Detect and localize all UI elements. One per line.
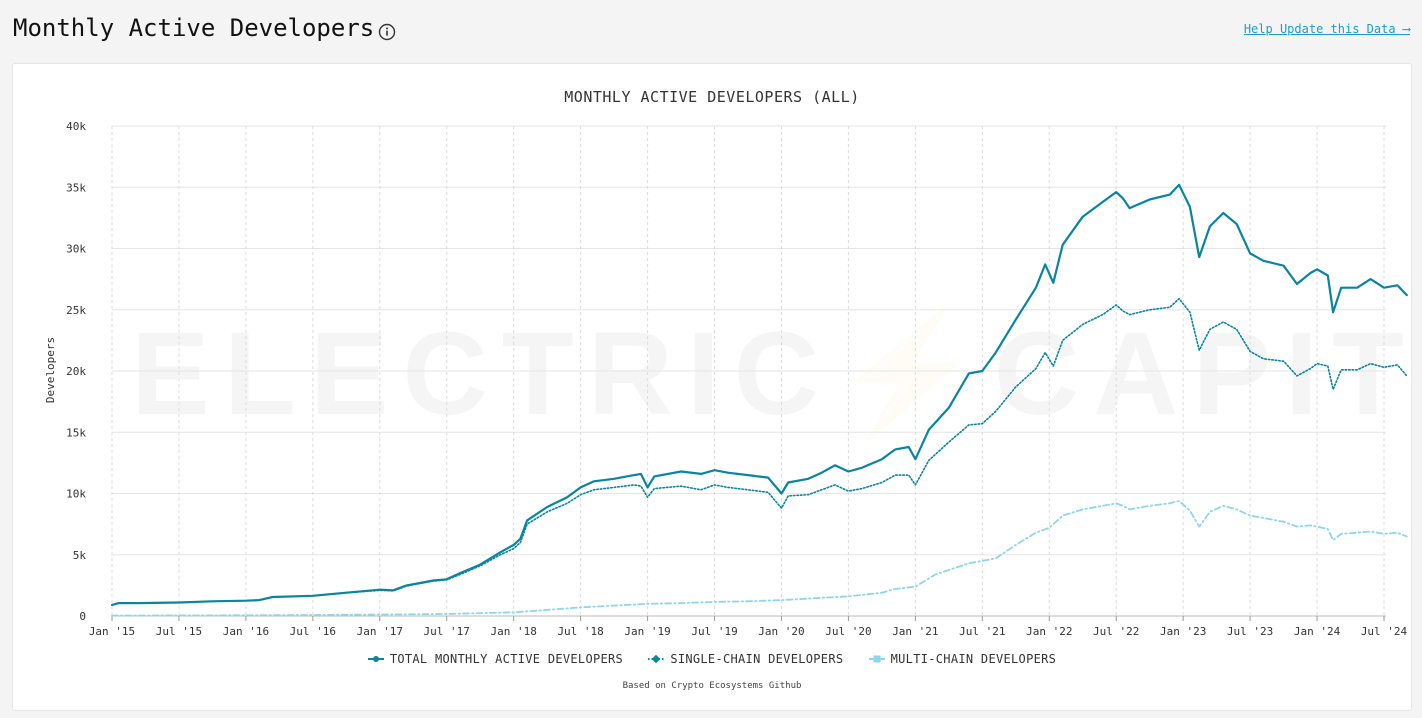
x-tick-label: Jul '21 [959,625,1005,638]
legend-item-total[interactable]: TOTAL MONTHLY ACTIVE DEVELOPERS [367,652,624,666]
chart-gridlines [111,125,1386,617]
watermark-logo: ELECTRIC⚡CAPITAL [131,307,1411,444]
y-tick-label: 10k [66,488,86,501]
legend-marker-multi [868,655,885,663]
x-tick-label: Jul '19 [691,625,737,638]
x-tick-label: Jan '16 [223,625,269,638]
legend-item-single[interactable]: SINGLE-CHAIN DEVELOPERS [648,652,843,666]
x-tick-label: Jan '18 [491,625,537,638]
x-tick-label: Jul '18 [557,625,603,638]
info-icon[interactable] [378,23,396,41]
x-tick-label: Jan '21 [892,625,938,638]
chart-title: MONTHLY ACTIVE DEVELOPERS (ALL) [564,88,859,106]
x-tick-label: Jul '23 [1227,625,1273,638]
chart-legend: TOTAL MONTHLY ACTIVE DEVELOPERS SINGLE-C… [13,652,1411,667]
y-axis-title: Developers [44,337,57,403]
x-tick-label: Jan '19 [624,625,670,638]
y-tick-label: 5k [73,549,87,562]
x-tick-label: Jan '17 [357,625,403,638]
y-tick-label: 20k [66,365,86,378]
x-tick-label: Jul '24 [1361,625,1408,638]
y-tick-label: 0 [79,610,86,623]
x-axis: Jan '15 Jul '15 Jan '16 Jul '16 Jan '17 Jul '… [89,616,1408,638]
legend-label-total: TOTAL MONTHLY ACTIVE DEVELOPERS [389,652,624,666]
y-axis: 0 5k 10k 15k 20k 25k 30k 35k 40k [66,120,86,623]
x-tick-label: Jan '15 [89,625,135,638]
x-tick-label: Jul '16 [290,625,336,638]
legend-item-multi[interactable]: MULTI-CHAIN DEVELOPERS [868,652,1057,666]
page-header: Monthly Active Developers Help Update th… [0,0,1422,62]
legend-marker-total [367,656,384,662]
x-tick-label: Jan '23 [1160,625,1206,638]
y-tick-label: 15k [66,426,86,439]
x-tick-label: Jul '22 [1093,625,1139,638]
page-title: Monthly Active Developers [13,14,375,42]
y-tick-label: 30k [66,243,86,256]
legend-label-multi: MULTI-CHAIN DEVELOPERS [890,652,1057,666]
y-tick-label: 40k [66,120,86,133]
x-tick-label: Jul '20 [825,625,871,638]
y-tick-label: 25k [66,304,86,317]
chart-series [110,183,1408,617]
chart: ELECTRIC⚡CAPITAL MONTHLY ACTIVE DEVELOPE… [44,88,1411,638]
x-tick-label: Jan '22 [1026,625,1072,638]
legend-marker-single [648,654,665,664]
chart-card: ELECTRIC⚡CAPITAL MONTHLY ACTIVE DEVELOPE… [12,63,1412,711]
help-update-data-link[interactable]: Help Update this Data ⟶ [1243,22,1410,36]
y-tick-label: 35k [66,181,86,194]
x-tick-label: Jan '20 [758,625,804,638]
legend-label-single: SINGLE-CHAIN DEVELOPERS [670,652,844,666]
series-multi-chain-line[interactable] [111,500,1408,617]
source-note: Based on Crypto Ecosystems Github [622,681,802,691]
x-tick-label: Jul '17 [424,625,470,638]
x-tick-label: Jul '15 [156,625,202,638]
x-tick-label: Jan '24 [1294,625,1341,638]
series-total-line[interactable] [110,183,1408,607]
